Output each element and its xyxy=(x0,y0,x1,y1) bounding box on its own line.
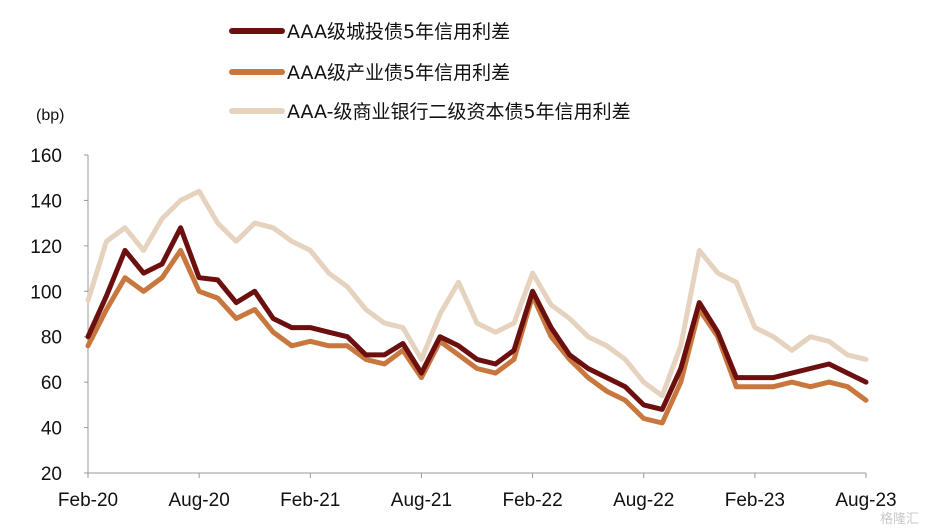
y-axis: 20 40 60 80 100 120 140 160 xyxy=(30,146,89,485)
x-tick-label: Aug-23 xyxy=(835,490,896,511)
x-tick-label: Feb-22 xyxy=(502,490,562,511)
legend-label-bank-tier2: AAA-级商业银行二级资本债5年信用利差 xyxy=(287,101,631,123)
watermark-label: 格隆汇 xyxy=(879,512,919,527)
x-tick-label: Aug-21 xyxy=(391,490,452,511)
x-tick-label: Feb-21 xyxy=(280,490,340,511)
legend: AAA级城投债5年信用利差 AAA级产业债5年信用利差 AAA-级商业银行二级资… xyxy=(229,21,631,123)
legend-entry-chengtou: AAA级城投债5年信用利差 xyxy=(229,21,510,43)
y-tick-label: 60 xyxy=(41,373,62,394)
x-tick-label: Aug-22 xyxy=(613,490,674,511)
x-tick-label: Aug-20 xyxy=(169,490,230,511)
legend-entry-chanye: AAA级产业债5年信用利差 xyxy=(229,62,510,84)
series-line-chengtou xyxy=(85,225,869,412)
y-tick-label: 20 xyxy=(41,464,62,485)
x-tick-label: Feb-23 xyxy=(725,490,785,511)
y-tick-label: 120 xyxy=(30,237,62,258)
y-axis-unit-label: (bp) xyxy=(36,107,64,124)
y-tick-label: 40 xyxy=(41,419,62,440)
y-tick-label: 80 xyxy=(41,328,62,349)
x-tick-label: Feb-20 xyxy=(58,490,118,511)
series-line-chanye xyxy=(85,247,869,426)
legend-label-chanye: AAA级产业债5年信用利差 xyxy=(287,62,510,84)
y-tick-label: 140 xyxy=(30,191,62,212)
y-tick-label: 100 xyxy=(30,282,62,303)
legend-entry-bank-tier2: AAA-级商业银行二级资本债5年信用利差 xyxy=(229,101,631,123)
series-line-bank-tier2 xyxy=(85,188,869,399)
x-axis: Feb-20 Aug-20 Feb-21 Aug-21 Feb-22 Aug-22 Feb-… xyxy=(58,472,897,511)
series-layer xyxy=(85,188,869,426)
legend-label-chengtou: AAA级城投债5年信用利差 xyxy=(287,21,510,43)
y-tick-label: 160 xyxy=(30,146,62,167)
